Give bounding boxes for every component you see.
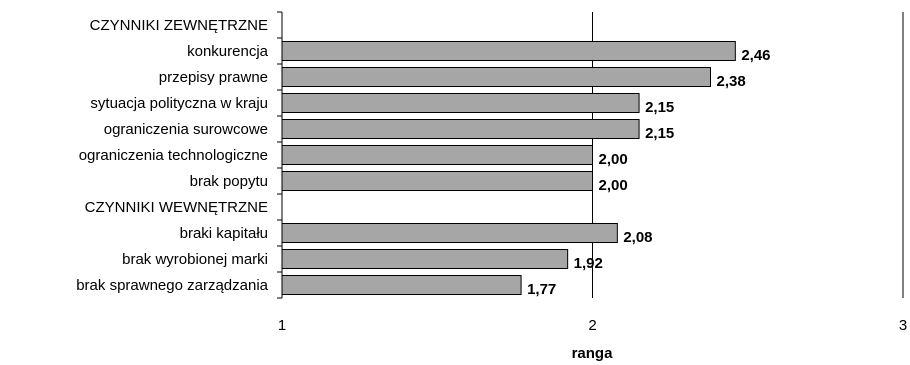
bar bbox=[281, 145, 593, 165]
value-labels: 2,46 2,38 2,15 2,15 2,00 2,00 2,08 1,92 1,77 bbox=[527, 47, 770, 298]
category-label: brak sprawnego zarządzania bbox=[76, 277, 268, 294]
value-label: 2,00 bbox=[599, 151, 628, 168]
value-label: 2,08 bbox=[623, 229, 652, 246]
value-label: 1,77 bbox=[527, 281, 556, 298]
bar bbox=[281, 41, 736, 61]
category-label: sytuacja polityczna w kraju bbox=[90, 95, 268, 112]
bar bbox=[281, 93, 640, 113]
category-label: ograniczenia technologiczne bbox=[79, 147, 268, 164]
axis-layer bbox=[277, 11, 283, 299]
bar bbox=[281, 275, 522, 295]
category-label: brak wyrobionej marki bbox=[122, 251, 268, 268]
bar bbox=[281, 67, 711, 87]
category-labels: CZYNNIKI ZEWNĘTRZNE konkurencja przepisy p… bbox=[76, 17, 268, 294]
category-label: CZYNNIKI ZEWNĘTRZNE bbox=[90, 17, 268, 34]
value-label: 2,46 bbox=[741, 47, 770, 64]
value-label: 1,92 bbox=[574, 255, 603, 272]
bar bbox=[281, 171, 593, 191]
category-label: brak popytu bbox=[190, 173, 268, 190]
x-tick-label: 1 bbox=[278, 317, 286, 334]
category-label: konkurencja bbox=[187, 43, 269, 60]
x-tick-labels: 1 2 3 bbox=[278, 317, 907, 334]
value-label: 2,00 bbox=[599, 177, 628, 194]
category-label: CZYNNIKI WEWNĘTRZNE bbox=[85, 199, 268, 216]
bar bbox=[281, 223, 618, 243]
value-label: 2,38 bbox=[716, 73, 745, 90]
category-label: ograniczenia surowcowe bbox=[104, 121, 268, 138]
x-tick-label: 3 bbox=[899, 317, 907, 334]
value-label: 2,15 bbox=[645, 99, 674, 116]
bar bbox=[281, 119, 640, 139]
x-tick-label: 2 bbox=[588, 317, 596, 334]
bar bbox=[281, 249, 569, 269]
category-label: braki kapitału bbox=[180, 225, 268, 242]
value-label: 2,15 bbox=[645, 125, 674, 142]
bars-layer bbox=[281, 41, 736, 295]
x-axis-title: ranga bbox=[572, 345, 614, 362]
category-label: przepisy prawne bbox=[159, 69, 268, 86]
